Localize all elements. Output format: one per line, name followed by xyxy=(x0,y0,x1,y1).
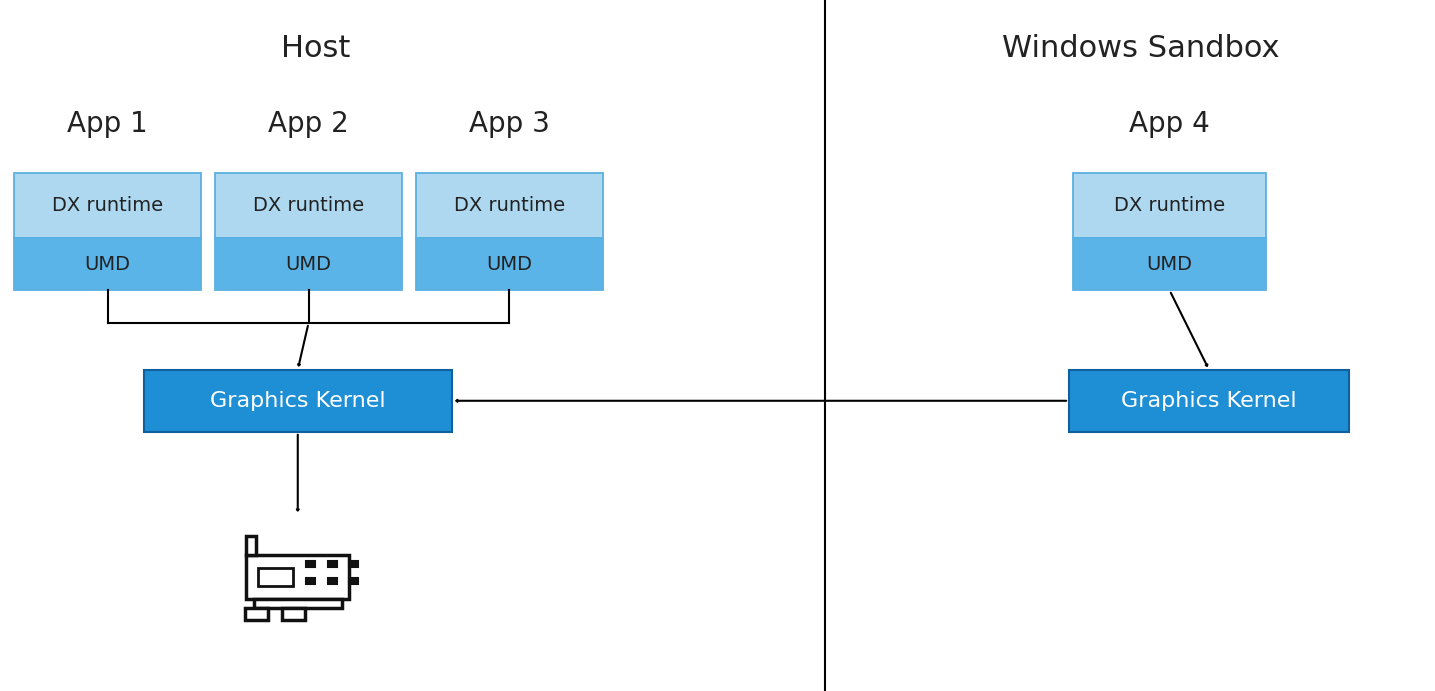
Bar xyxy=(329,561,337,567)
Text: DX runtime: DX runtime xyxy=(453,196,565,215)
Bar xyxy=(14,173,201,238)
Bar xyxy=(1069,370,1349,432)
Bar xyxy=(215,238,402,290)
Text: Windows Sandbox: Windows Sandbox xyxy=(1002,34,1280,63)
Bar xyxy=(14,238,201,290)
Text: DX runtime: DX runtime xyxy=(52,196,164,215)
Bar xyxy=(254,598,342,608)
Bar xyxy=(416,238,603,290)
Text: App 4: App 4 xyxy=(1129,111,1210,138)
Bar xyxy=(247,556,350,598)
Text: App 3: App 3 xyxy=(469,111,550,138)
Text: Graphics Kernel: Graphics Kernel xyxy=(210,391,386,410)
Text: App 2: App 2 xyxy=(268,111,349,138)
Bar xyxy=(350,561,359,567)
Text: UMD: UMD xyxy=(486,255,532,274)
Text: DX runtime: DX runtime xyxy=(253,196,364,215)
Text: App 1: App 1 xyxy=(67,111,148,138)
Text: UMD: UMD xyxy=(1147,255,1192,274)
Text: Host: Host xyxy=(281,34,350,63)
Text: UMD: UMD xyxy=(85,255,131,274)
Bar xyxy=(1072,238,1266,290)
Text: DX runtime: DX runtime xyxy=(1114,196,1225,215)
Bar xyxy=(247,536,257,556)
Bar xyxy=(258,568,294,586)
Bar xyxy=(329,578,337,585)
Text: Graphics Kernel: Graphics Kernel xyxy=(1121,391,1297,410)
Bar xyxy=(283,608,306,621)
Bar xyxy=(350,578,359,585)
Bar xyxy=(144,370,452,432)
Text: UMD: UMD xyxy=(286,255,331,274)
Bar xyxy=(244,608,267,621)
Bar xyxy=(307,578,316,585)
Bar xyxy=(1072,173,1266,238)
Bar xyxy=(416,173,603,238)
Bar xyxy=(307,561,316,567)
Bar xyxy=(215,173,402,238)
